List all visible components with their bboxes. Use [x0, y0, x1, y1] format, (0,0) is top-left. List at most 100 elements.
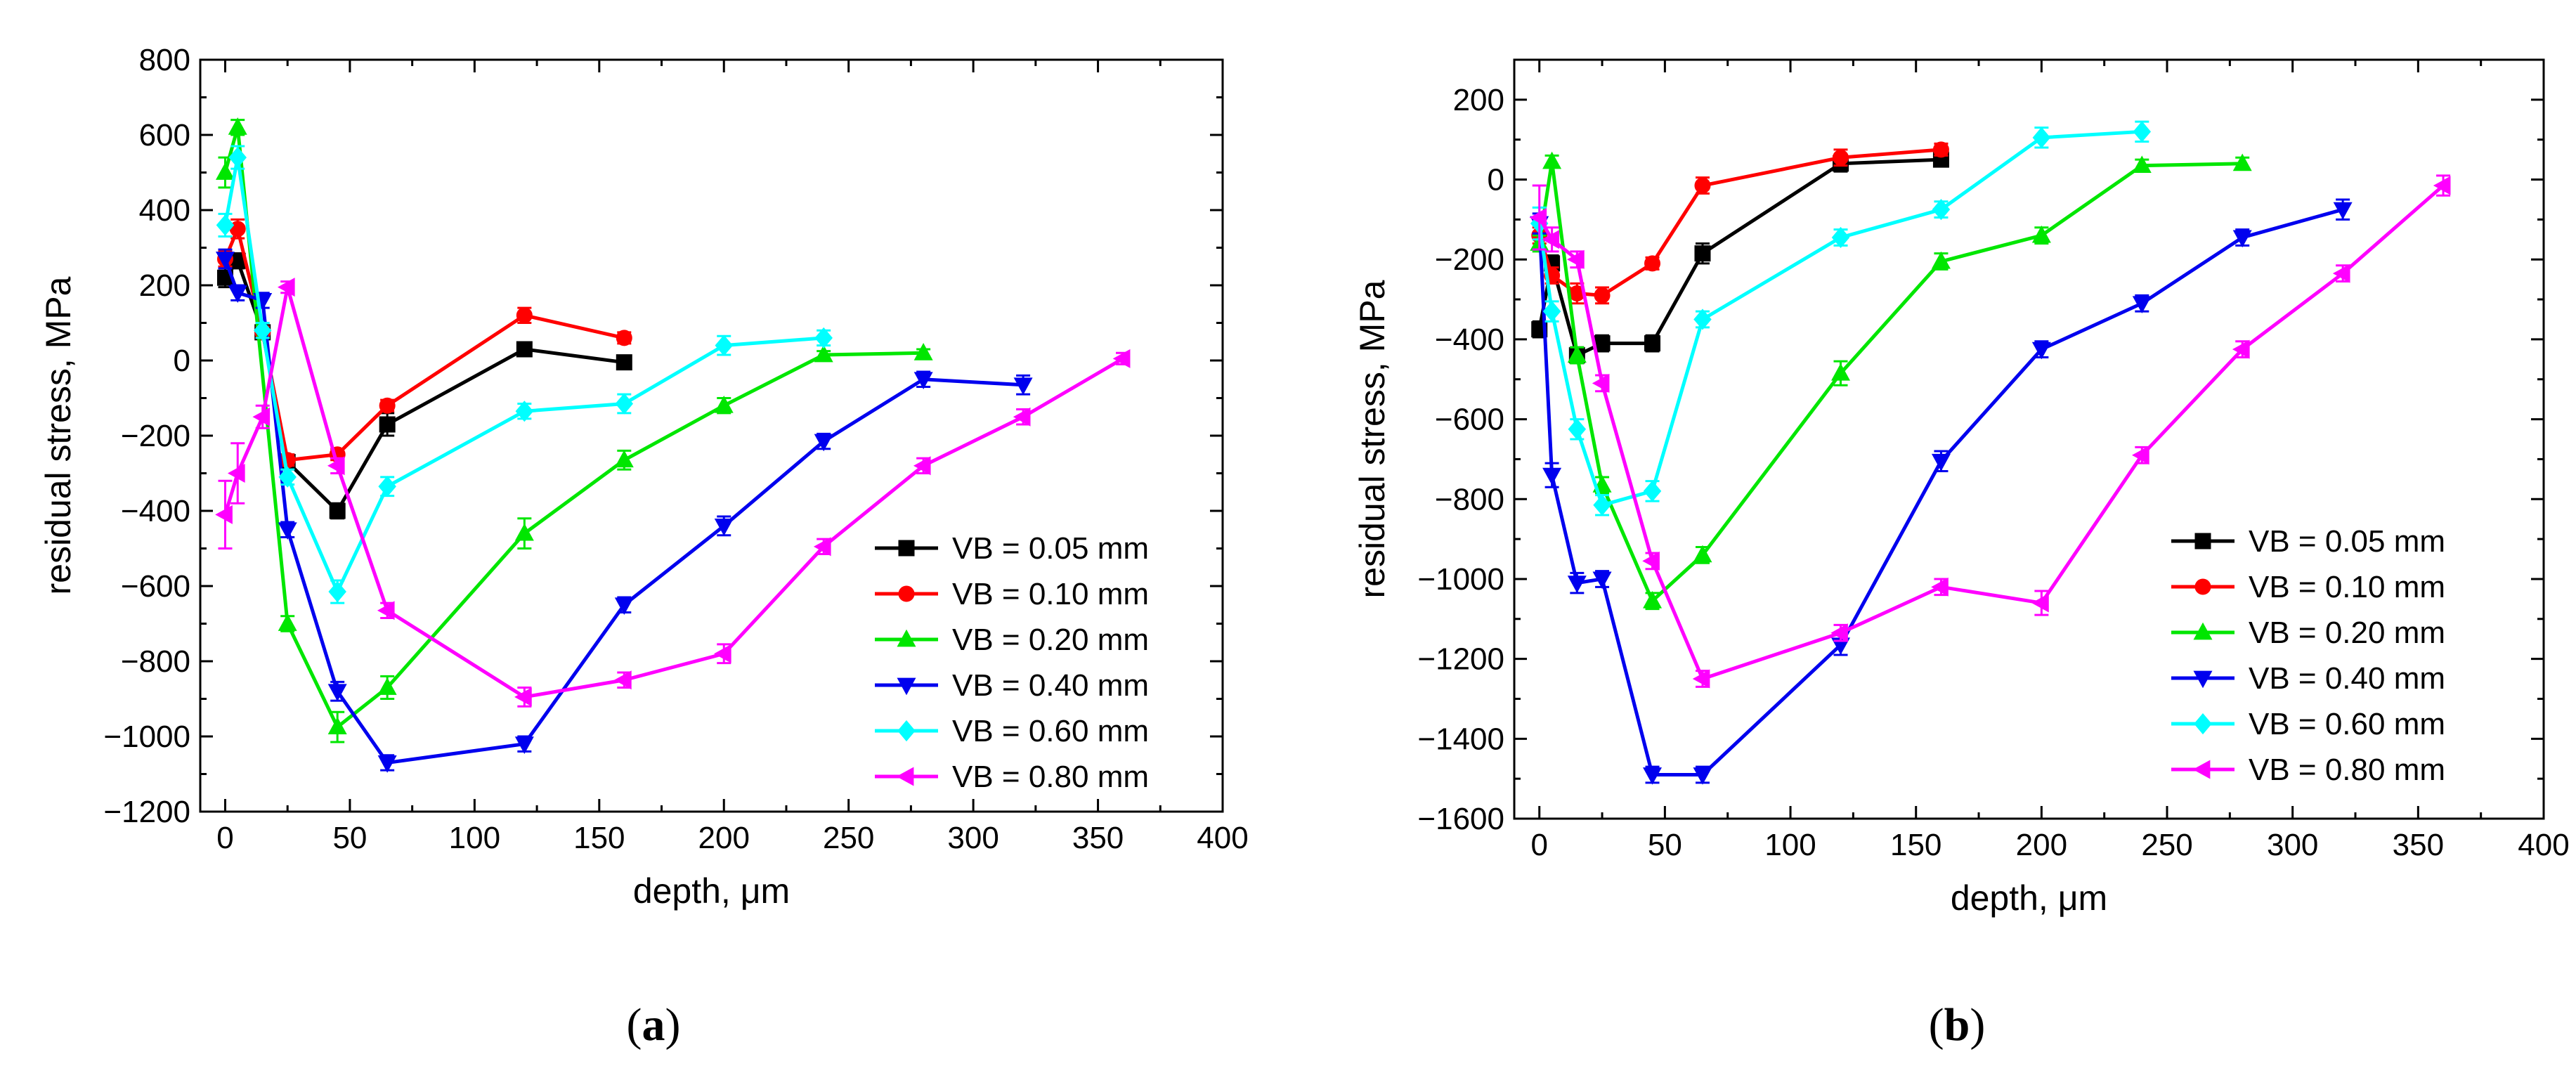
- y-tick-label: −800: [121, 644, 190, 679]
- data-point: [1013, 377, 1033, 396]
- x-tick-label: 200: [2016, 828, 2067, 862]
- data-point: [2232, 339, 2250, 359]
- data-point: [913, 343, 933, 360]
- data-point: [216, 214, 235, 236]
- x-tick-label: 150: [1890, 828, 1941, 862]
- data-point: [377, 755, 397, 773]
- axes-b: 0 50 100 150 200 250 300 350 400 −1600 −1400 −1200 −…: [1417, 58, 2570, 862]
- legend-item: VB = 0.60 mm: [875, 714, 1149, 748]
- y-tick-label: −1200: [103, 795, 190, 829]
- x-axis-title-b: depth, μm: [1951, 878, 2107, 918]
- data-point: [1594, 287, 1611, 304]
- data-point: [514, 523, 534, 541]
- y-tick-label: −1000: [103, 720, 190, 754]
- data-point: [614, 450, 634, 468]
- series-line: [223, 256, 625, 514]
- data-point: [215, 252, 235, 269]
- data-point: [327, 717, 347, 735]
- data-point: [1567, 249, 1585, 269]
- data-point: [2032, 126, 2051, 148]
- data-point: [1833, 149, 1849, 166]
- legend-label: VB = 0.05 mm: [952, 531, 1149, 566]
- y-tick-label: −1400: [1417, 722, 1504, 756]
- legend-item: VB = 0.20 mm: [2171, 616, 2445, 650]
- data-point: [377, 601, 395, 620]
- data-point: [2333, 202, 2353, 220]
- panel-label-a: (a): [627, 999, 681, 1051]
- x-tick-label: 250: [2141, 828, 2192, 862]
- data-point: [1542, 230, 1559, 249]
- y-tick-label: −600: [1435, 403, 1504, 437]
- legend-label: VB = 0.60 mm: [952, 714, 1149, 748]
- data-point: [1568, 418, 1587, 440]
- y-tick-label: −400: [121, 494, 190, 528]
- data-point: [228, 147, 247, 169]
- data-point: [278, 613, 297, 631]
- data-point: [1693, 545, 1712, 563]
- x-tick-label: 50: [332, 821, 367, 855]
- data-point: [2232, 153, 2252, 171]
- legend-label: VB = 0.40 mm: [2249, 661, 2445, 696]
- data-point: [1643, 590, 1663, 609]
- y-axis-title-b: residual stress, MPa: [1353, 280, 1392, 598]
- legend-label: VB = 0.10 mm: [952, 577, 1149, 611]
- y-tick-label: −1600: [1417, 802, 1504, 836]
- data-point: [614, 597, 634, 615]
- data-point: [515, 401, 534, 422]
- y-tick-label: 600: [139, 118, 190, 152]
- x-tick-label: 50: [1648, 828, 1682, 862]
- data-point: [615, 393, 634, 415]
- data-point: [814, 344, 833, 363]
- legend-label: VB = 0.20 mm: [2249, 616, 2445, 650]
- legend-marker: [2194, 533, 2211, 550]
- y-tick-label: −400: [1435, 323, 1504, 357]
- series-line: [223, 223, 625, 462]
- data-point: [1831, 363, 1851, 381]
- data-point: [1931, 453, 1951, 472]
- data-point: [327, 684, 347, 702]
- x-tick-label: 200: [698, 821, 750, 855]
- data-point: [227, 464, 245, 483]
- legend-label: VB = 0.60 mm: [2249, 707, 2445, 741]
- data-point: [252, 407, 271, 427]
- data-point: [616, 330, 632, 346]
- y-tick-label: −800: [1435, 482, 1504, 516]
- data-point: [514, 736, 534, 754]
- panel-label-b: (b): [1929, 999, 1986, 1051]
- data-point: [1694, 245, 1711, 262]
- data-point: [228, 117, 247, 135]
- legend-item: VB = 0.05 mm: [875, 531, 1149, 566]
- data-point: [516, 341, 533, 358]
- y-tick-label: −200: [121, 419, 190, 453]
- y-tick-label: 800: [139, 43, 190, 77]
- data-point: [814, 434, 833, 452]
- x-tick-label: 0: [216, 821, 233, 855]
- data-point: [1567, 576, 1587, 593]
- panel-letter-b: b: [1944, 999, 1970, 1051]
- data-point: [2433, 176, 2451, 195]
- y-tick-label: 0: [1488, 163, 1504, 197]
- series-vb-0-40-mm: [1530, 198, 2353, 785]
- data-point: [1931, 251, 1951, 269]
- legend-label: VB = 0.80 mm: [952, 760, 1149, 794]
- data-point: [2132, 446, 2149, 465]
- data-point: [1542, 467, 1562, 486]
- series-vb-0-40-mm: [215, 248, 1033, 773]
- data-point: [1931, 577, 1949, 597]
- series-group-a: [215, 117, 1131, 773]
- data-point: [714, 395, 734, 413]
- data-point: [1693, 308, 1712, 330]
- chart-panel-a: 0 50 100 150 200 250 300 350 400 −1200 −1000 −800 −6…: [39, 43, 1249, 1051]
- data-point: [1592, 373, 1610, 393]
- data-point: [215, 162, 235, 180]
- legend-label: VB = 0.20 mm: [952, 623, 1149, 657]
- plot-frame-b: [1513, 58, 2545, 820]
- legend-label: VB = 0.80 mm: [2249, 753, 2445, 787]
- data-point: [1643, 767, 1663, 785]
- data-point: [1932, 199, 1951, 221]
- data-point: [379, 416, 396, 433]
- legend-marker: [2194, 713, 2212, 735]
- legend-label: VB = 0.05 mm: [2249, 524, 2445, 559]
- data-point: [715, 334, 733, 356]
- data-point: [1592, 571, 1612, 590]
